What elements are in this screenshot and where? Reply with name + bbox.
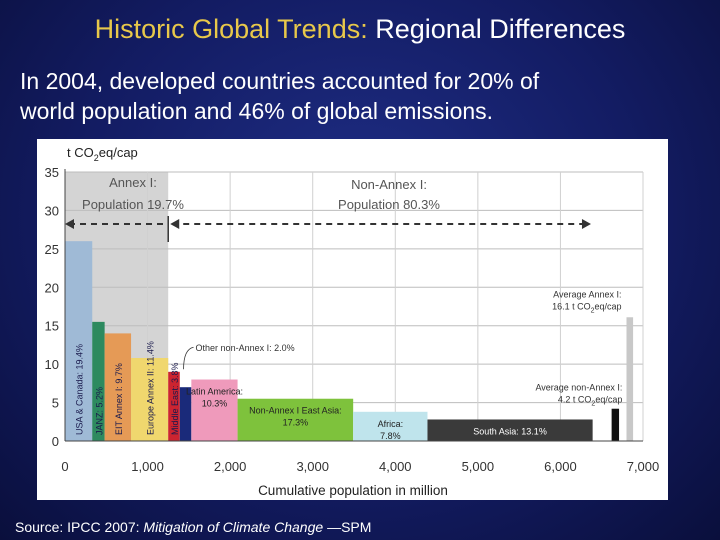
y-tick-label: 10 bbox=[45, 357, 59, 372]
population-arrows bbox=[65, 216, 591, 242]
emissions-chart: USA & Canada: 19.4% JANZ: 5.2% EIT Annex I… bbox=[37, 139, 668, 500]
y-axis-label: t CO2eq/cap bbox=[67, 145, 138, 163]
x-tick-label: 3,000 bbox=[296, 459, 329, 474]
non-annex1-arrow-head-right bbox=[581, 219, 591, 229]
x-axis-label: Cumulative population in million bbox=[258, 483, 448, 498]
x-tick-label: 2,000 bbox=[214, 459, 247, 474]
axes bbox=[64, 169, 643, 442]
y-tick-label: 35 bbox=[45, 165, 59, 180]
bar-label: Africa: 7.8% bbox=[378, 419, 404, 441]
bar-label: USA & Canada: 19.4% bbox=[75, 344, 85, 435]
bar bbox=[611, 408, 620, 441]
y-tick-label: 30 bbox=[45, 203, 59, 218]
source-title: Mitigation of Climate Change bbox=[143, 519, 324, 535]
bar bbox=[353, 411, 428, 441]
annotations: Other non-Annex I: 2.0% Average Annex I: 1… bbox=[183, 289, 622, 407]
annotation-average-annex1: Average Annex I: 16.1 t CO2eq/cap bbox=[552, 289, 621, 314]
x-tick-label: 6,000 bbox=[544, 459, 577, 474]
x-tick-label: 5,000 bbox=[462, 459, 495, 474]
annotation-other-non-annex: Other non-Annex I: 2.0% bbox=[196, 343, 295, 353]
x-tick-label: 0 bbox=[61, 459, 68, 474]
x-tick-label: 7,000 bbox=[627, 459, 660, 474]
y-tick-label: 20 bbox=[45, 280, 59, 295]
bar bbox=[92, 321, 105, 441]
y-tick-label: 25 bbox=[45, 242, 59, 257]
annex1-population-label: Population 19.7% bbox=[82, 197, 184, 212]
non-annex1-region-label: Non-Annex I: bbox=[351, 177, 427, 192]
bar-label: JANZ: 5.2% bbox=[94, 387, 104, 435]
y-tick-label: 5 bbox=[52, 396, 59, 411]
source-suffix: —SPM bbox=[327, 519, 372, 535]
slide-body-text: In 2004, developed countries accounted f… bbox=[20, 66, 710, 126]
chart-canvas: USA & Canada: 19.4% JANZ: 5.2% EIT Annex I… bbox=[45, 145, 660, 498]
body-line-1: In 2004, developed countries accounted f… bbox=[20, 68, 540, 94]
slide-title-part2: Regional Differences bbox=[375, 14, 626, 44]
bar-label: Europe Annex II: 11.4% bbox=[146, 341, 156, 435]
annex1-region-label: Annex I: bbox=[109, 175, 157, 190]
bar bbox=[237, 398, 354, 441]
bar-label: EIT Annex I: 9.7% bbox=[114, 363, 124, 435]
bar-label: South Asia: 13.1% bbox=[473, 426, 547, 436]
bar-label: Latin America: 10.3% bbox=[186, 387, 243, 409]
non-annex1-arrow-head-left bbox=[170, 219, 180, 229]
bar bbox=[191, 379, 238, 441]
bars-group: USA & Canada: 19.4% JANZ: 5.2% EIT Annex I… bbox=[65, 241, 634, 441]
x-tick-label: 4,000 bbox=[379, 459, 412, 474]
non-annex1-population-label: Population 80.3% bbox=[338, 197, 440, 212]
y-tick-label: 0 bbox=[52, 434, 59, 449]
slide-title: Historic Global Trends: Regional Differe… bbox=[0, 14, 720, 45]
x-tick-label: 1,000 bbox=[131, 459, 164, 474]
bar bbox=[168, 371, 180, 441]
bar bbox=[104, 333, 132, 441]
source-org: IPCC 2007: bbox=[67, 519, 140, 535]
slide-title-part1: Historic Global Trends: bbox=[94, 14, 368, 44]
annotation-average-non-annex1: Average non-Annex I: 4.2 t CO2eq/cap bbox=[535, 382, 622, 407]
source-citation: Source: IPCC 2007: Mitigation of Climate… bbox=[15, 519, 371, 535]
source-prefix: Source: bbox=[15, 519, 64, 535]
bar bbox=[131, 357, 169, 441]
body-line-2: world population and 46% of global emiss… bbox=[20, 98, 494, 124]
tick-labels: 0 5 10 15 20 25 30 35 0 1,000 2,000 3,000 4,000 5,000… bbox=[45, 165, 660, 474]
y-tick-label: 15 bbox=[45, 319, 59, 334]
bar bbox=[65, 241, 93, 441]
bar-label: Non-Annex I East Asia: 17.3% bbox=[249, 406, 342, 428]
annex1-arrow-head bbox=[65, 219, 74, 229]
bar bbox=[179, 387, 192, 441]
bar-label: Middle East: 3.8% bbox=[170, 362, 180, 435]
annotation-leader bbox=[183, 346, 194, 370]
bar bbox=[626, 317, 634, 441]
bar bbox=[427, 419, 593, 441]
